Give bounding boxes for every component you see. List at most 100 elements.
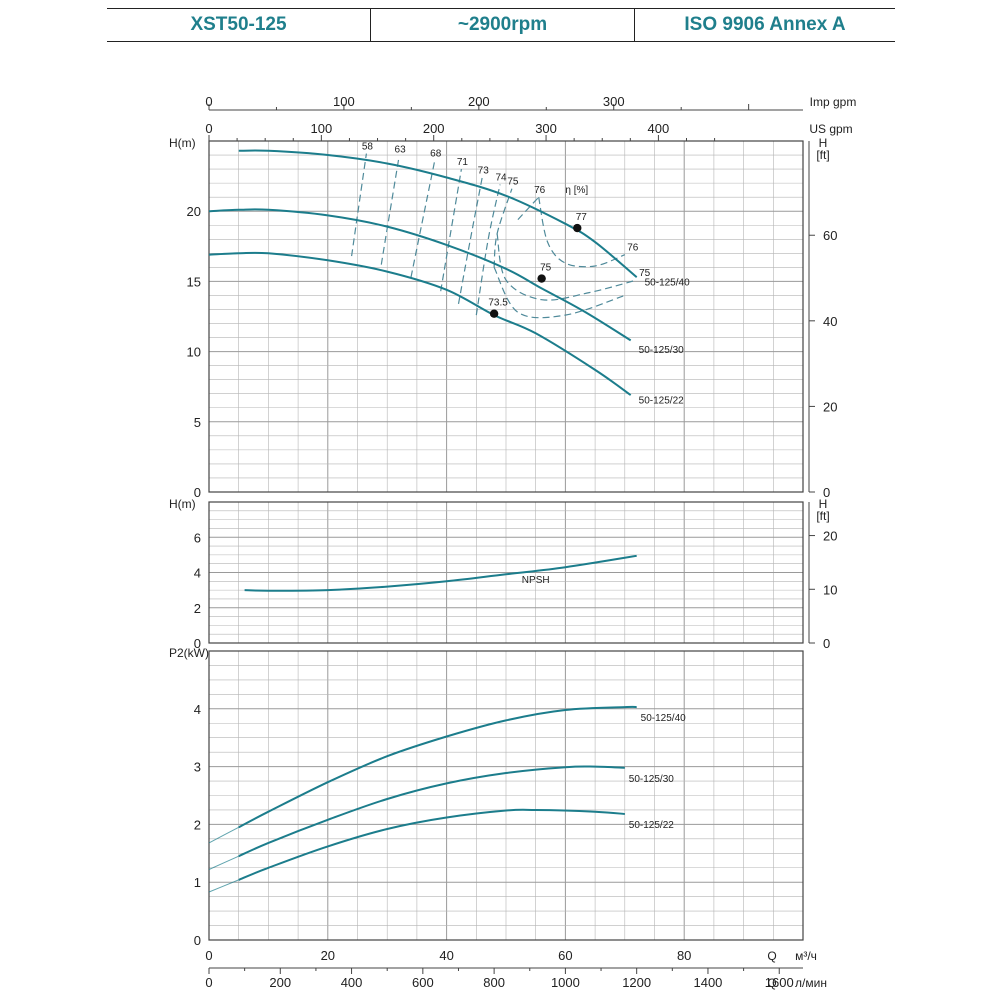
y-axis-label-right-unit: [ft] — [816, 509, 829, 523]
top-us-tick-label: 200 — [423, 121, 445, 136]
efficiency-contour — [538, 197, 626, 268]
x-axis-label2-unit: л/мин — [795, 976, 827, 990]
top-imp-tick-label: 0 — [205, 94, 212, 109]
bep-point — [489, 309, 499, 318]
power-curve-extension — [208, 855, 239, 870]
title-header: XST50-125 ~2900rpm ISO 9906 Annex A — [107, 8, 895, 42]
head-curve-50-125-22 — [208, 251, 632, 396]
efficiency-axis-label: η [%] — [565, 185, 588, 196]
x-tick-label-lmin: 1400 — [693, 975, 722, 990]
y-axis-label-right: H — [819, 136, 828, 150]
x-tick-label-lmin: 1600 — [765, 975, 794, 990]
efficiency-contour-label: 76 — [627, 243, 639, 254]
efficiency-line — [517, 196, 540, 221]
x-tick-label-lmin: 400 — [341, 975, 363, 990]
x-tick-label: 60 — [558, 948, 572, 963]
y-tick-label-right: 60 — [823, 228, 837, 243]
y-axis-label: H(m) — [169, 497, 196, 511]
power-curve-label: 50-125/30 — [629, 774, 674, 785]
y-tick-label: 6 — [194, 530, 201, 545]
top-us-axis-label: US gpm — [809, 122, 852, 136]
y-axis-label-right: H — [819, 497, 828, 511]
plot-frame — [208, 650, 804, 941]
top-us-tick-label: 0 — [205, 121, 212, 136]
x-tick-label-lmin: 1200 — [622, 975, 651, 990]
bep-point — [573, 223, 582, 233]
efficiency-label: 74 — [495, 173, 507, 184]
efficiency-contour — [496, 233, 637, 301]
efficiency-line — [410, 160, 436, 278]
y-tick-label: 0 — [194, 933, 201, 948]
efficiency-line — [475, 184, 501, 316]
x-tick-label: 40 — [439, 948, 453, 963]
y-tick-label: 5 — [194, 415, 201, 430]
npsh-curve-label: NPSH — [522, 575, 550, 586]
y-tick-label-right: 40 — [823, 314, 837, 329]
x-axis-label2-q: Q — [767, 976, 776, 990]
power-curve-50-125-40 — [238, 705, 637, 829]
top-us-tick-label: 400 — [648, 121, 670, 136]
top-imp-tick-label: 300 — [603, 94, 625, 109]
efficiency-label: 73 — [478, 166, 490, 177]
head-curve-label: 50-125/40 — [645, 277, 690, 288]
efficiency-contour-label: 75 — [639, 268, 651, 279]
y-tick-label-right: 10 — [823, 582, 837, 597]
y-tick-label: 0 — [194, 636, 201, 651]
power-curve-extension — [208, 826, 239, 844]
x-axis-label-unit: м³/ч — [795, 949, 817, 963]
y-tick-label-right: 20 — [823, 529, 837, 544]
x-tick-label-lmin: 200 — [269, 975, 291, 990]
x-tick-label: 20 — [321, 948, 335, 963]
efficiency-line — [380, 156, 400, 265]
head-curve-label: 50-125/22 — [639, 395, 684, 406]
speed-title: ~2900rpm — [371, 9, 635, 41]
top-us-tick-label: 100 — [311, 121, 333, 136]
top-imp-axis-label: Imp gpm — [810, 95, 857, 109]
efficiency-line — [440, 169, 462, 292]
power-curve-label: 50-125/40 — [641, 713, 686, 724]
y-tick-label-right: 0 — [823, 636, 830, 651]
power-curve-50-125-22 — [238, 808, 625, 881]
y-tick-label: 10 — [187, 345, 201, 360]
power-curve-50-125-30 — [238, 765, 625, 858]
efficiency-label: 63 — [395, 144, 407, 155]
head-curve-50-125-40 — [238, 149, 638, 278]
x-tick-label-lmin: 0 — [205, 975, 212, 990]
bep-label: 75 — [540, 263, 552, 274]
y-tick-label: 1 — [194, 875, 201, 890]
y-tick-label: 2 — [194, 601, 201, 616]
y-tick-label: 0 — [194, 485, 201, 500]
efficiency-label: 68 — [430, 149, 442, 160]
plot-frame — [208, 501, 804, 644]
efficiency-contour — [493, 267, 625, 319]
top-imp-tick-label: 200 — [468, 94, 490, 109]
efficiency-label: 75 — [507, 177, 519, 188]
x-tick-label-lmin: 600 — [412, 975, 434, 990]
y-tick-label: 4 — [194, 702, 201, 717]
bep-label: 77 — [576, 212, 588, 223]
model-title: XST50-125 — [107, 9, 371, 41]
y-tick-label: 2 — [194, 817, 201, 832]
x-tick-label: 80 — [677, 948, 691, 963]
efficiency-line — [457, 177, 483, 305]
power-curve-extension — [208, 879, 239, 893]
y-tick-label-right: 0 — [823, 485, 830, 500]
head-curve-50-125-30 — [208, 208, 632, 342]
efficiency-label: 71 — [457, 157, 469, 168]
top-us-tick-label: 300 — [535, 121, 557, 136]
x-tick-label-lmin: 1000 — [551, 975, 580, 990]
y-tick-label: 3 — [194, 760, 201, 775]
x-tick-label: 0 — [205, 948, 212, 963]
x-tick-label-lmin: 800 — [483, 975, 505, 990]
y-tick-label: 15 — [187, 274, 201, 289]
power-curve-label: 50-125/22 — [629, 820, 674, 831]
top-imp-tick-label: 100 — [333, 94, 355, 109]
standard-title: ISO 9906 Annex A — [684, 14, 846, 35]
x-axis-label-q: Q — [767, 949, 776, 963]
y-tick-label: 4 — [194, 566, 201, 581]
y-axis-label: H(m) — [169, 136, 196, 150]
y-axis-label-right-unit: [ft] — [816, 148, 829, 162]
bep-label: 73.5 — [488, 298, 508, 309]
head-curve-label: 50-125/30 — [639, 345, 684, 356]
